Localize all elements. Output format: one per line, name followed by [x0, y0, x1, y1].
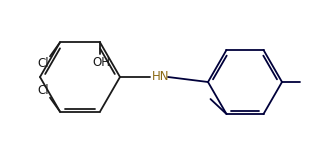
Text: Cl: Cl	[37, 84, 49, 97]
Text: Cl: Cl	[37, 57, 49, 70]
Text: HN: HN	[152, 71, 169, 84]
Text: OH: OH	[92, 56, 110, 69]
